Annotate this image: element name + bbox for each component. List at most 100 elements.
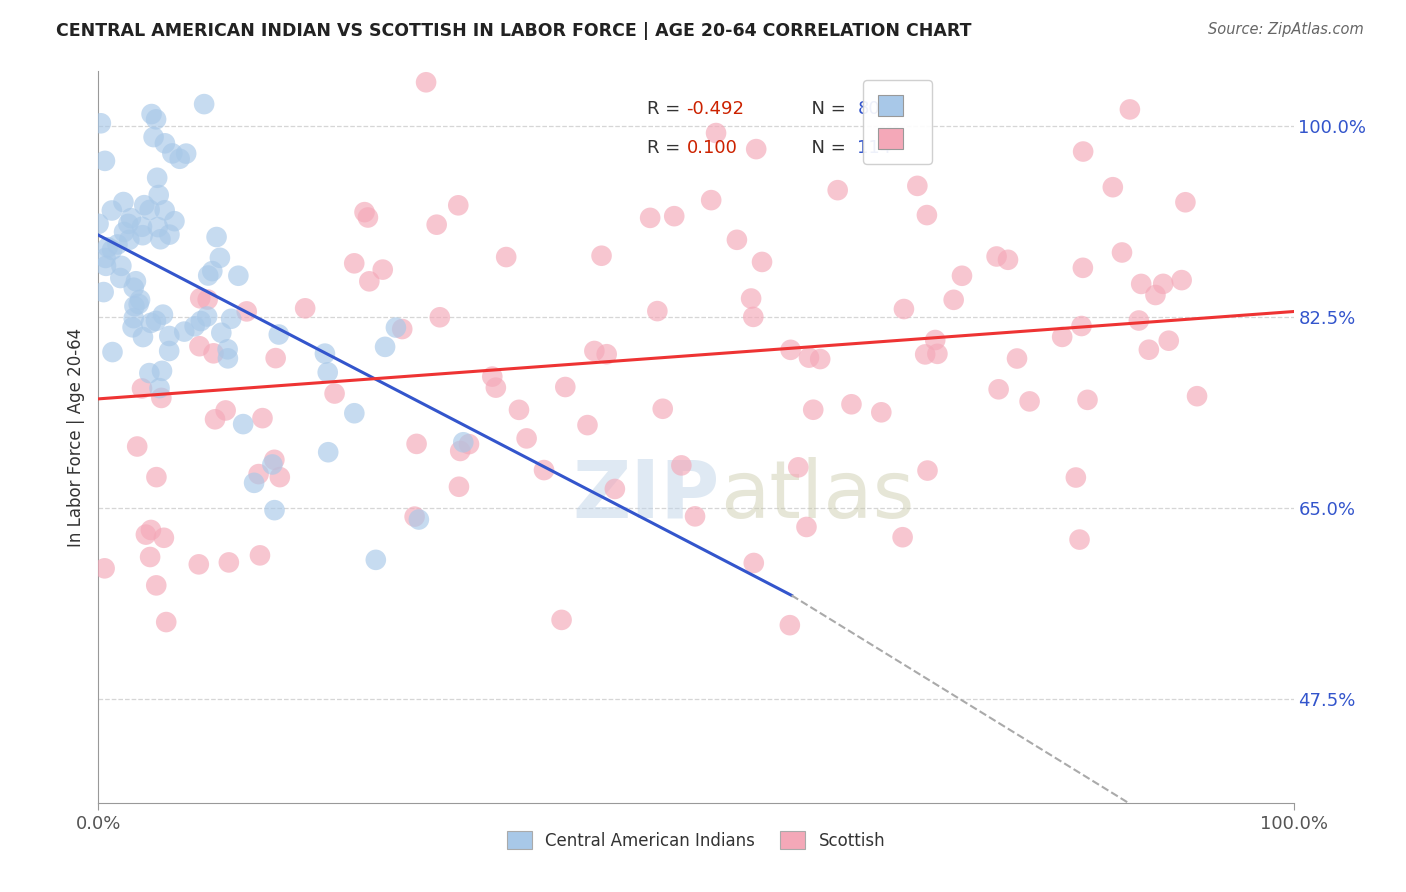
Point [187, 558, 209, 572]
Point [915, 208, 938, 222]
Point [359, 274, 381, 288]
Point [173, 325, 195, 339]
Point [987, 382, 1010, 396]
Point [997, 252, 1019, 267]
Point [141, 107, 163, 121]
Point [316, 445, 339, 459]
Point [162, 146, 184, 161]
Point [135, 527, 157, 541]
Point [149, 232, 172, 246]
Point [142, 130, 165, 145]
Point [893, 301, 915, 316]
Point [343, 406, 366, 420]
Point [157, 344, 180, 359]
Point [195, 310, 218, 324]
Point [1069, 533, 1091, 547]
Point [1137, 343, 1160, 357]
Point [228, 268, 250, 283]
Point [429, 310, 451, 325]
Point [139, 316, 162, 330]
Point [93, 561, 115, 575]
Point [1144, 288, 1167, 302]
Point [145, 314, 167, 328]
Text: Source: ZipAtlas.com: Source: ZipAtlas.com [1208, 22, 1364, 37]
Point [797, 351, 820, 365]
Point [129, 293, 152, 307]
Point [508, 402, 530, 417]
Point [426, 218, 449, 232]
Point [950, 268, 973, 283]
Point [127, 440, 149, 454]
Point [495, 250, 517, 264]
Point [219, 311, 242, 326]
Point [576, 418, 599, 433]
Point [145, 578, 167, 592]
Point [905, 178, 928, 193]
Point [263, 452, 285, 467]
Point [671, 458, 693, 473]
Point [1101, 180, 1123, 194]
Point [155, 615, 177, 629]
Point [1050, 330, 1073, 344]
Point [94, 259, 117, 273]
Point [217, 351, 239, 366]
Point [139, 549, 162, 564]
Text: 80: 80 [858, 101, 880, 119]
Point [533, 463, 555, 477]
Point [252, 411, 274, 425]
Point [447, 198, 470, 212]
Point [190, 314, 212, 328]
Point [787, 460, 810, 475]
Point [146, 170, 169, 185]
Point [204, 412, 226, 426]
Point [796, 520, 818, 534]
Point [148, 381, 170, 395]
Point [201, 264, 224, 278]
Point [779, 343, 801, 357]
Point [110, 259, 132, 273]
Point [235, 304, 257, 318]
Point [1018, 394, 1040, 409]
Point [924, 333, 946, 347]
Point [516, 431, 538, 445]
Point [742, 310, 765, 324]
Point [107, 237, 129, 252]
Point [121, 320, 143, 334]
Point [269, 470, 291, 484]
Point [481, 369, 503, 384]
Point [153, 136, 176, 151]
Point [447, 480, 470, 494]
Point [1130, 277, 1153, 291]
Point [138, 366, 160, 380]
Point [408, 512, 430, 526]
Point [343, 256, 366, 270]
Point [134, 198, 156, 212]
Point [458, 437, 481, 451]
Point [169, 152, 191, 166]
Legend: Central American Indians, Scottish: Central American Indians, Scottish [501, 824, 891, 856]
Point [1170, 273, 1192, 287]
Point [87, 217, 110, 231]
Point [148, 188, 170, 202]
Point [801, 402, 824, 417]
Point [153, 531, 176, 545]
Point [891, 530, 914, 544]
Point [1174, 195, 1197, 210]
Point [927, 347, 949, 361]
Point [263, 503, 285, 517]
Point [217, 343, 239, 357]
Point [93, 285, 115, 299]
Point [157, 329, 180, 343]
Point [145, 112, 167, 127]
Point [101, 345, 124, 359]
Text: CENTRAL AMERICAN INDIAN VS SCOTTISH IN LABOR FORCE | AGE 20-64 CORRELATION CHART: CENTRAL AMERICAN INDIAN VS SCOTTISH IN L… [56, 22, 972, 40]
Point [90, 116, 112, 130]
Point [914, 347, 936, 361]
Point [131, 219, 153, 234]
Point [745, 142, 768, 156]
Point [208, 251, 231, 265]
Point [638, 211, 661, 225]
Point [145, 470, 167, 484]
Point [391, 322, 413, 336]
Text: -0.492: -0.492 [686, 101, 744, 119]
